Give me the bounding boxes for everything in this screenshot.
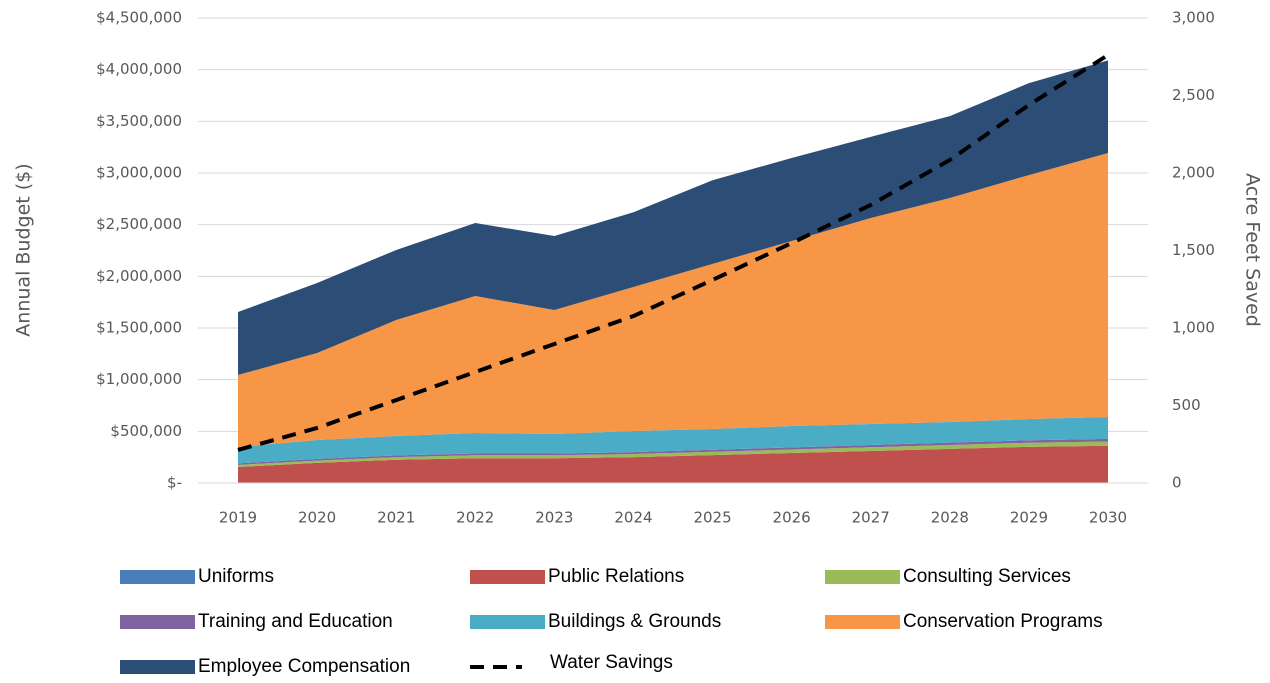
area [238,445,1108,483]
legend-swatch [120,570,195,584]
x-tick-label: 2026 [773,509,811,527]
y-tick-label: $3,000,000 [96,164,182,182]
legend-swatch [120,660,195,674]
y-tick-label: $500,000 [110,422,182,440]
y-tick-label: $- [167,474,182,492]
legend-swatch [470,615,545,629]
y-axis-title: Annual Budget ($) [13,163,35,336]
y-tick-label: $3,500,000 [96,112,182,130]
y2-tick-label: 1,000 [1172,319,1215,337]
area [238,441,1108,467]
legend-swatch [120,615,195,629]
legend-label: Water Savings [550,652,673,673]
y-tick-label: $1,500,000 [96,319,182,337]
y-tick-label: $4,000,000 [96,60,182,78]
legend-swatch [825,615,900,629]
area [238,438,1108,465]
y2-axis-title: Acre Feet Saved [1242,173,1264,327]
y-tick-label: $4,500,000 [96,9,182,27]
area [238,416,1108,464]
x-tick-label: 2024 [614,509,652,527]
legend-label: Training and Education [198,611,393,632]
y-tick-label: $2,000,000 [96,267,182,285]
y-tick-label: $1,000,000 [96,370,182,388]
legend-label: Uniforms [198,566,274,587]
y2-tick-label: 3,000 [1172,9,1215,27]
legend-label: Public Relations [548,566,684,587]
x-tick-label: 2023 [535,509,573,527]
x-tick-label: 2020 [298,509,336,527]
y2-tick-label: 500 [1172,396,1201,414]
legend-label: Employee Compensation [198,656,410,677]
legend-swatch [825,570,900,584]
x-tick-label: 2028 [931,509,969,527]
x-tick-label: 2027 [852,509,890,527]
x-tick-label: 2022 [456,509,494,527]
legend-swatch [470,570,545,584]
y-tick-label: $2,500,000 [96,215,182,233]
x-tick-label: 2025 [693,509,731,527]
x-tick-label: 2029 [1010,509,1048,527]
y2-tick-label: 1,500 [1172,241,1215,259]
legend-label: Consulting Services [903,566,1071,587]
x-tick-label: 2021 [377,509,415,527]
y2-tick-label: 0 [1172,474,1182,492]
x-tick-label: 2030 [1089,509,1127,527]
legend-label: Buildings & Grounds [548,611,721,632]
y2-tick-label: 2,000 [1172,164,1215,182]
x-tick-label: 2019 [219,509,257,527]
y2-tick-label: 2,500 [1172,86,1215,104]
line [237,53,1110,452]
area [238,60,1108,376]
legend-label: Conservation Programs [903,611,1103,632]
